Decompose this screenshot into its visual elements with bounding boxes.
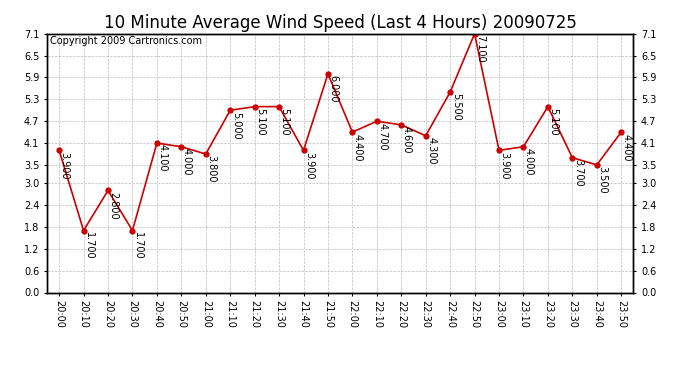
Text: 2.800: 2.800 <box>108 192 119 219</box>
Text: 4.600: 4.600 <box>402 126 412 154</box>
Text: 4.000: 4.000 <box>524 148 534 176</box>
Text: 5.100: 5.100 <box>279 108 290 136</box>
Text: 1.700: 1.700 <box>133 232 143 260</box>
Text: 3.900: 3.900 <box>304 152 314 179</box>
Text: 6.000: 6.000 <box>328 75 339 103</box>
Text: 5.000: 5.000 <box>230 112 241 139</box>
Text: 4.400: 4.400 <box>622 134 632 161</box>
Text: Copyright 2009 Cartronics.com: Copyright 2009 Cartronics.com <box>50 36 202 46</box>
Text: 5.100: 5.100 <box>255 108 265 136</box>
Text: 4.000: 4.000 <box>182 148 192 176</box>
Text: 1.700: 1.700 <box>84 232 94 260</box>
Text: 5.500: 5.500 <box>451 93 461 121</box>
Text: 3.700: 3.700 <box>573 159 583 187</box>
Text: 4.700: 4.700 <box>377 123 387 150</box>
Text: 3.800: 3.800 <box>206 155 217 183</box>
Text: 3.500: 3.500 <box>598 166 607 194</box>
Text: 5.100: 5.100 <box>549 108 558 136</box>
Text: 3.900: 3.900 <box>60 152 70 179</box>
Text: 3.900: 3.900 <box>500 152 510 179</box>
Text: 7.100: 7.100 <box>475 35 485 63</box>
Text: 4.100: 4.100 <box>157 144 168 172</box>
Title: 10 Minute Average Wind Speed (Last 4 Hours) 20090725: 10 Minute Average Wind Speed (Last 4 Hou… <box>104 14 577 32</box>
Text: 4.300: 4.300 <box>426 137 436 165</box>
Text: 4.400: 4.400 <box>353 134 363 161</box>
